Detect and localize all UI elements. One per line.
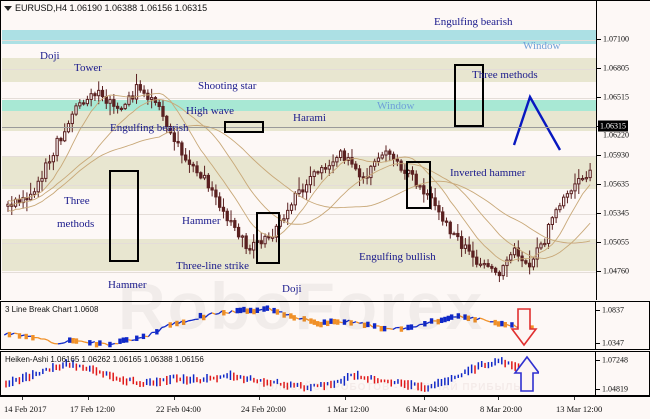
price-axis-tick — [597, 213, 601, 214]
zone-band — [2, 100, 596, 111]
zone-band — [2, 111, 596, 131]
ha-axis-label-high: 1.07248 — [602, 355, 628, 365]
pattern-annotation: Window — [377, 100, 415, 112]
price-axis-tick — [597, 39, 601, 40]
tlb-axis-label-high: 1.0837 — [602, 305, 624, 315]
time-axis-tick — [259, 397, 260, 400]
pattern-annotation: Three — [64, 195, 90, 207]
symbol-header-text: EURUSD,H4 1.06190 1.06388 1.06156 1.0631… — [15, 3, 208, 13]
time-axis-tick — [345, 397, 346, 400]
price-axis-label: 1.07100 — [603, 34, 629, 44]
pattern-annotation: Harami — [293, 112, 326, 124]
current-price-line — [2, 127, 596, 128]
price-axis-tick — [597, 97, 601, 98]
price-axis-label: 1.05345 — [603, 208, 629, 218]
arrow-up-icon — [513, 355, 539, 392]
time-axis-label: 13 Mar 12:00 — [556, 404, 603, 414]
time-axis[interactable]: 14 Feb 2017 17 Feb 12:00 22 Feb 04:00 24 Fe… — [0, 396, 650, 419]
price-axis-tick — [597, 271, 601, 272]
price-chart-pane[interactable]: EURUSD,H4 1.06190 1.06388 1.06156 1.0631… — [0, 0, 650, 300]
triangle-down-icon[interactable] — [4, 6, 12, 12]
time-axis-label: 24 Feb 20:00 — [241, 404, 286, 414]
symbol-header: EURUSD,H4 1.06190 1.06388 1.06156 1.0631… — [4, 3, 207, 13]
price-axis-tick — [597, 68, 601, 69]
price-plot-area[interactable]: Doji Tower Shooting star High wave Engulfing… — [2, 2, 596, 300]
pattern-annotation: Engulfing bearish — [110, 122, 189, 134]
pattern-highlight-box — [224, 121, 264, 133]
price-axis-label: 1.04760 — [603, 266, 629, 276]
time-axis-tick — [22, 397, 23, 400]
price-axis-tick — [597, 184, 601, 185]
pattern-annotation: Doji — [282, 283, 302, 295]
pattern-annotation: High wave — [186, 105, 234, 117]
price-axis-tick — [597, 155, 601, 156]
pattern-annotation: Shooting star — [198, 80, 257, 92]
zone-band — [2, 58, 596, 82]
three-line-break-axis: 1.0837 1.0347 — [595, 302, 649, 349]
heiken-ashi-axis: 1.07248 1.04819 — [595, 352, 649, 395]
time-axis-label: 22 Feb 04:00 — [156, 404, 201, 414]
pattern-highlight-box — [256, 212, 280, 264]
pattern-highlight-box — [406, 161, 431, 209]
tlb-axis-label-low: 1.0347 — [602, 338, 624, 348]
time-axis-label: 6 Mar 04:00 — [406, 404, 449, 414]
pattern-highlight-box — [454, 64, 484, 127]
time-axis-tick — [498, 397, 499, 400]
time-axis-label: 14 Feb 2017 — [4, 404, 47, 414]
pattern-annotation: Tower — [74, 62, 102, 74]
candlestick-series — [6, 73, 592, 283]
price-axis[interactable]: 1.07100 1.06805 1.06515 1.05930 1.05635 1.053… — [596, 1, 650, 300]
price-axis-label: 1.05635 — [603, 179, 629, 189]
pattern-annotation: Inverted hammer — [450, 167, 526, 179]
three-line-break-title: 3 Line Break Chart 1.0608 — [5, 305, 99, 314]
heiken-ashi-pane[interactable]: Heiken-Ashi 1.06165 1.06262 1.06165 1.06… — [0, 351, 650, 396]
time-axis-tick — [574, 397, 575, 400]
pattern-annotation: Three-line strike — [176, 260, 249, 272]
price-axis-label: 1.06805 — [603, 63, 629, 73]
pattern-annotation: Doji — [40, 50, 60, 62]
zone-band — [2, 239, 596, 271]
forecast-zigzag-line — [512, 94, 562, 151]
heiken-ashi-title: Heiken-Ashi 1.06165 1.06262 1.06165 1.06… — [5, 355, 204, 364]
time-axis-tick — [424, 397, 425, 400]
three-line-break-plot[interactable] — [2, 303, 539, 349]
pattern-highlight-box — [109, 170, 139, 262]
pattern-annotation: Engulfing bullish — [359, 251, 436, 263]
pattern-annotation: Window — [523, 40, 561, 52]
time-axis-label: 1 Mar 12:00 — [327, 404, 370, 414]
heiken-ashi-plot[interactable] — [2, 353, 539, 395]
pattern-annotation: methods — [57, 218, 95, 230]
time-axis-tick — [174, 397, 175, 400]
pattern-annotation: Hammer — [108, 279, 147, 291]
price-axis-label: 1.06220 — [603, 130, 629, 140]
price-axis-label: 1.05055 — [603, 237, 629, 247]
three-line-break-series — [3, 305, 534, 348]
price-axis-label: 1.06515 — [603, 92, 629, 102]
price-axis-label: 1.05930 — [603, 150, 629, 160]
time-axis-label: 17 Feb 12:00 — [70, 404, 115, 414]
pattern-annotation: Hammer — [182, 215, 221, 227]
current-price-tag: 1.06315 — [598, 120, 628, 132]
pattern-annotation: Three methods — [472, 69, 538, 81]
three-line-break-pane[interactable]: 3 Line Break Chart 1.0608 1.0837 1.0347 — [0, 301, 650, 350]
time-axis-label: 8 Mar 20:00 — [480, 404, 523, 414]
pattern-annotation: Engulfing bearish — [434, 16, 513, 28]
ha-axis-label-low: 1.04819 — [602, 384, 628, 394]
arrow-down-icon — [510, 308, 538, 347]
price-axis-tick — [597, 242, 601, 243]
time-axis-tick — [88, 397, 89, 400]
